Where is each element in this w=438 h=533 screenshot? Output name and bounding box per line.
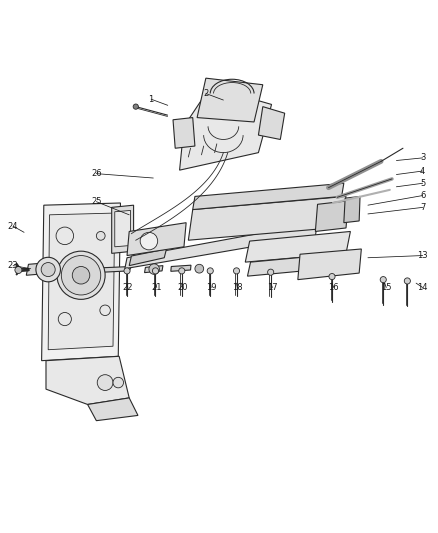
Text: 7: 7 <box>420 203 425 212</box>
Circle shape <box>58 312 71 326</box>
Polygon shape <box>180 87 272 170</box>
Circle shape <box>124 268 130 274</box>
Polygon shape <box>88 398 138 421</box>
Polygon shape <box>247 253 354 276</box>
Circle shape <box>41 263 55 277</box>
Text: 15: 15 <box>381 283 392 292</box>
Polygon shape <box>112 205 134 253</box>
Polygon shape <box>48 213 115 350</box>
Circle shape <box>380 277 386 282</box>
Circle shape <box>113 377 124 388</box>
Text: 14: 14 <box>417 283 428 292</box>
Circle shape <box>96 231 105 240</box>
Polygon shape <box>46 356 129 405</box>
Polygon shape <box>171 265 191 271</box>
Polygon shape <box>59 266 131 274</box>
Circle shape <box>329 273 335 280</box>
Circle shape <box>179 268 185 274</box>
Polygon shape <box>125 223 318 269</box>
Polygon shape <box>315 201 348 231</box>
Text: 6: 6 <box>420 191 425 200</box>
Text: 3: 3 <box>420 154 425 163</box>
Polygon shape <box>145 265 163 273</box>
Text: 2: 2 <box>203 89 208 98</box>
Text: 19: 19 <box>206 283 216 292</box>
Circle shape <box>97 375 113 391</box>
Circle shape <box>36 257 60 282</box>
Polygon shape <box>127 223 186 255</box>
Circle shape <box>57 251 105 300</box>
Polygon shape <box>245 231 350 262</box>
Circle shape <box>149 264 159 274</box>
Polygon shape <box>298 249 361 280</box>
Polygon shape <box>42 203 120 361</box>
Text: 25: 25 <box>91 197 102 206</box>
Circle shape <box>15 266 22 273</box>
Polygon shape <box>197 78 263 122</box>
Text: 22: 22 <box>123 283 133 292</box>
Circle shape <box>56 227 74 245</box>
Text: 24: 24 <box>8 222 18 231</box>
Circle shape <box>195 264 204 273</box>
Text: 21: 21 <box>152 283 162 292</box>
Text: 26: 26 <box>91 169 102 178</box>
Polygon shape <box>173 118 195 148</box>
Polygon shape <box>193 183 344 209</box>
Text: 4: 4 <box>420 166 425 175</box>
Polygon shape <box>129 249 166 265</box>
Text: 17: 17 <box>267 283 278 292</box>
Text: 20: 20 <box>178 283 188 292</box>
Polygon shape <box>188 197 346 240</box>
Circle shape <box>61 255 101 295</box>
Circle shape <box>268 269 274 275</box>
Circle shape <box>152 268 159 274</box>
Polygon shape <box>26 262 55 275</box>
Circle shape <box>233 268 240 274</box>
Text: 18: 18 <box>232 283 243 292</box>
Circle shape <box>404 278 410 284</box>
Text: 1: 1 <box>148 95 154 104</box>
Circle shape <box>207 268 213 274</box>
Circle shape <box>133 104 138 109</box>
Circle shape <box>100 305 110 316</box>
Polygon shape <box>258 107 285 140</box>
Circle shape <box>72 266 90 284</box>
Text: 16: 16 <box>328 283 339 292</box>
Text: 13: 13 <box>417 251 428 260</box>
Text: 5: 5 <box>420 179 425 188</box>
Text: 23: 23 <box>8 261 18 270</box>
Polygon shape <box>115 211 131 247</box>
Circle shape <box>140 232 158 250</box>
Polygon shape <box>344 197 360 223</box>
